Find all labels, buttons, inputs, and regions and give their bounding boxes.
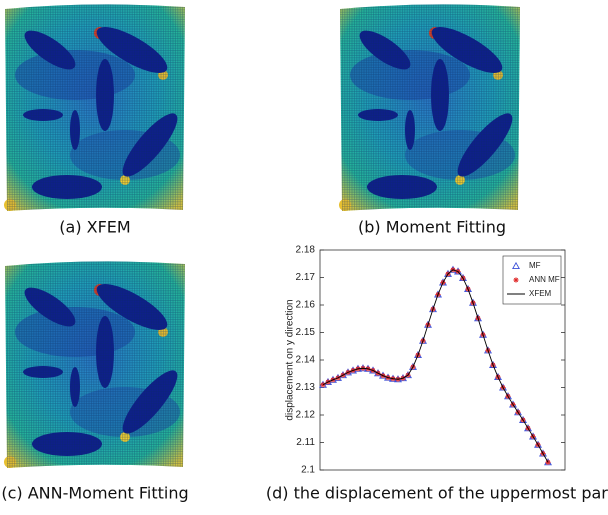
y-tick-label: 2.12 [296, 410, 316, 421]
legend-box [502, 255, 562, 305]
y-tick-label: 2.16 [296, 300, 316, 311]
data-line [322, 269, 549, 463]
chart: 2.1 2.11 2.12 2.13 2.14 2.15 2.16 2.17 2.18 MF ANN… [296, 245, 565, 476]
field-image [4, 4, 185, 211]
caption: (a) XFEM [59, 218, 130, 237]
legend-label: MF [529, 261, 541, 270]
caption: (d) the displacement of the uppermost pa… [266, 484, 608, 503]
y-axis-label: displacement on y direction [285, 299, 296, 420]
y-tick-label: 2.11 [296, 437, 315, 448]
legend-marker [512, 261, 520, 270]
y-tick-label: 2.1 [301, 465, 315, 476]
y-tick-label: 2.14 [296, 355, 316, 366]
y-tick-label: 2.18 [296, 245, 316, 256]
legend-marker [513, 277, 519, 283]
legend-label: XFEM [529, 289, 552, 298]
field-image [339, 4, 520, 211]
legend-label: ANN MF [529, 275, 560, 284]
y-tick-label: 2.13 [296, 382, 316, 393]
field-image [4, 261, 185, 468]
caption: (b) Moment Fitting [358, 218, 506, 237]
y-tick-label: 2.17 [296, 272, 316, 283]
caption: (c) ANN-Moment Fitting [1, 484, 188, 503]
y-tick-label: 2.15 [296, 327, 316, 338]
